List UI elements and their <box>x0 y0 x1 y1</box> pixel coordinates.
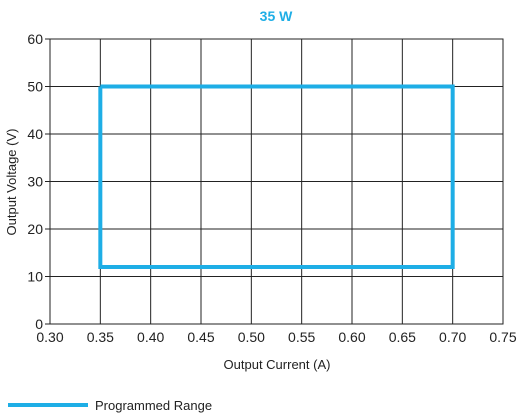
x-axis-ticks: 0.30 0.35 0.40 0.45 0.50 0.55 0.60 0.65 0.70 0.75 <box>36 329 516 345</box>
chart-title: 35 W <box>260 8 293 24</box>
x-tick-label: 0.70 <box>439 329 466 345</box>
y-tick-label: 30 <box>27 174 43 190</box>
x-tick-label: 0.60 <box>338 329 365 345</box>
plot-frame <box>49 38 504 325</box>
x-tick-label: 0.30 <box>36 329 63 345</box>
x-tick-label: 0.65 <box>389 329 416 345</box>
x-tick-label: 0.45 <box>187 329 214 345</box>
legend-label: Programmed Range <box>95 398 212 413</box>
y-tick-label: 60 <box>27 31 43 47</box>
y-axis-label: Output Voltage (V) <box>4 129 19 236</box>
x-tick-label: 0.40 <box>137 329 164 345</box>
plot-border <box>49 38 504 325</box>
x-tick-label: 0.75 <box>489 329 516 345</box>
y-axis-ticks: 0 10 20 30 40 50 60 <box>27 31 43 332</box>
x-axis-label: Output Current (A) <box>224 357 331 372</box>
y-tick-label: 10 <box>27 269 43 285</box>
grid <box>45 38 504 325</box>
y-tick-label: 0 <box>35 316 43 332</box>
y-tick-label: 50 <box>27 79 43 95</box>
legend: Programmed Range <box>8 398 212 413</box>
y-tick-label: 40 <box>27 126 43 142</box>
series-line-programmed-range <box>98 84 455 269</box>
y-tick-label: 20 <box>27 221 43 237</box>
x-tick-label: 0.50 <box>238 329 265 345</box>
series-layer <box>98 84 455 269</box>
x-tick-label: 0.35 <box>87 329 114 345</box>
x-tick-label: 0.55 <box>288 329 315 345</box>
